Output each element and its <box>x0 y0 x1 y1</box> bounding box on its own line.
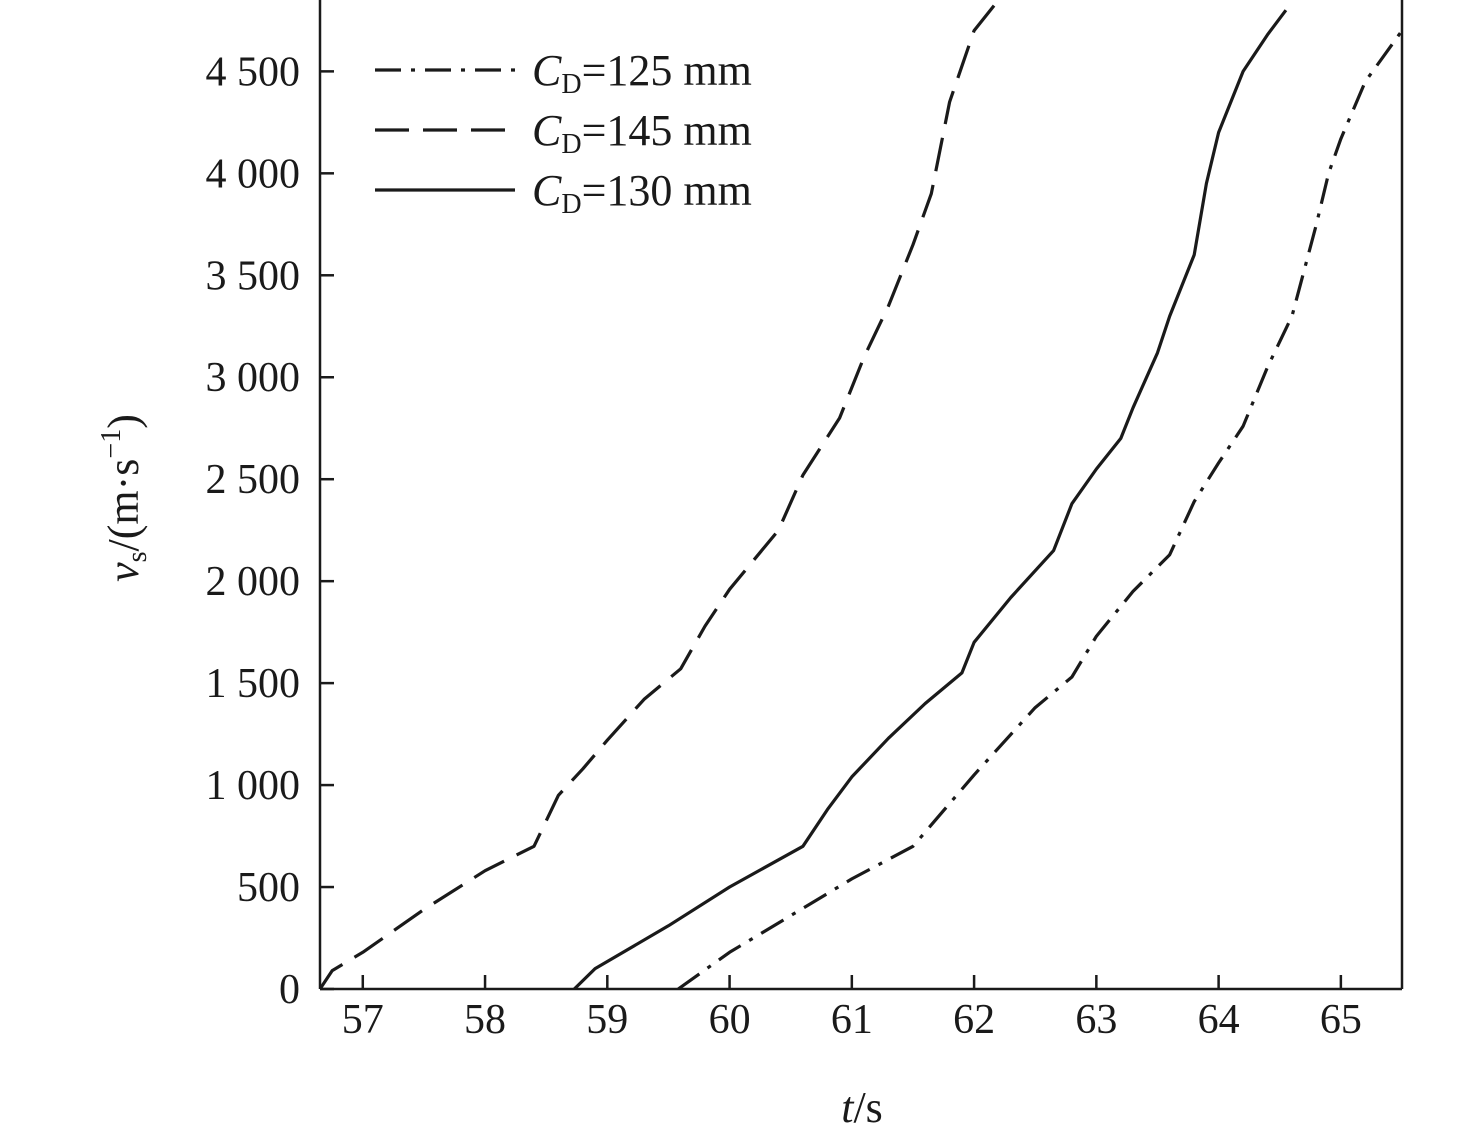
y-tick-label: 2 000 <box>206 559 301 605</box>
x-tick-label: 60 <box>709 997 751 1043</box>
series-line-3 <box>573 9 1288 989</box>
series-line-2 <box>320 0 1000 989</box>
x-tick-label: 61 <box>831 997 873 1043</box>
y-tick-label: 500 <box>237 865 300 911</box>
y-tick-label: 1 500 <box>206 661 301 707</box>
x-tick-label: 64 <box>1198 997 1240 1043</box>
series-layer <box>320 0 1402 989</box>
legend-label: CD=130 mm <box>532 166 752 220</box>
y-tick-label: 0 <box>279 967 300 1013</box>
x-tick-label: 62 <box>953 997 995 1043</box>
y-tick-label: 2 500 <box>206 457 301 503</box>
y-tick-label: 4 000 <box>206 151 301 197</box>
y-tick-label: 1 000 <box>206 763 301 809</box>
x-tick-label: 63 <box>1075 997 1117 1043</box>
y-tick-label: 3 000 <box>206 355 301 401</box>
y-axis-label: vs/(m·s−1) <box>96 414 153 582</box>
legend-label: CD=125 mm <box>532 46 752 100</box>
x-axis-label: t/s <box>841 1083 883 1132</box>
legend: CD=125 mm CD=145 mm CD=130 mm <box>375 46 752 220</box>
x-tick-label: 59 <box>586 997 628 1043</box>
x-tick-label: 58 <box>464 997 506 1043</box>
tick-labels: 57 58 59 60 61 62 63 64 65 0 500 1 000 1 500 2 000 2 5… <box>206 49 1362 1043</box>
x-tick-label: 65 <box>1320 997 1362 1043</box>
axes <box>318 0 1404 991</box>
x-tick-label: 57 <box>342 997 384 1043</box>
series-line-1 <box>677 29 1402 989</box>
y-tick-label: 4 500 <box>206 49 301 95</box>
legend-label: CD=145 mm <box>532 106 752 160</box>
y-tick-label: 3 500 <box>206 253 301 299</box>
